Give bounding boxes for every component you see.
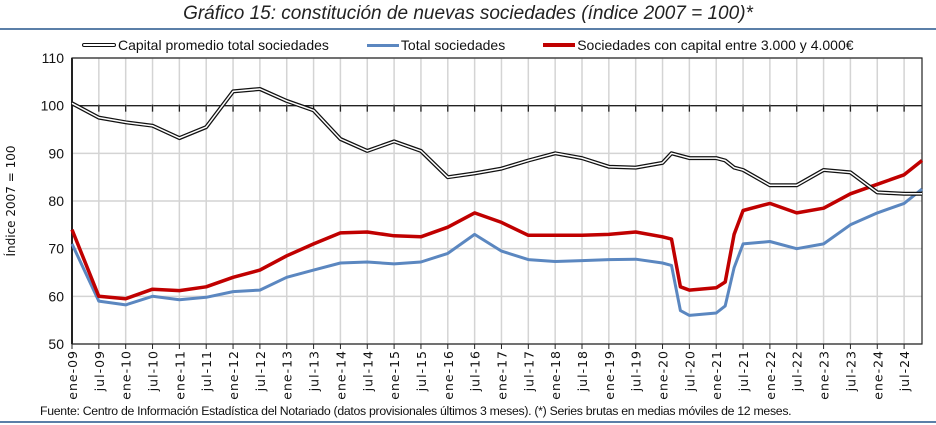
x-tick-label: ene-15 [387, 350, 402, 400]
x-tick-label: ene-19 [602, 350, 617, 400]
x-tick-label: jul-09 [92, 350, 107, 392]
bottom-divider [0, 421, 936, 423]
x-tick-label: ene-18 [548, 350, 563, 400]
x-tick-label: jul-19 [629, 350, 644, 392]
legend-label-capital: Capital promedio total sociedades [118, 37, 329, 53]
title-divider [0, 28, 936, 30]
x-tick-label: ene-14 [333, 350, 348, 400]
x-tick-label: jul-16 [468, 350, 483, 392]
y-axis-label: Índice 2007 = 100 [3, 145, 18, 256]
x-tick-label: ene-16 [441, 350, 456, 400]
legend-label-3000-4000: Sociedades con capital entre 3.000 y 4.0… [577, 37, 854, 53]
x-tick-label: ene-21 [709, 350, 724, 400]
legend-item-capital: Capital promedio total sociedades [82, 37, 329, 53]
y-tick-label: 100 [41, 98, 65, 114]
x-tick-label: jul-10 [146, 350, 161, 392]
y-tick-label: 70 [48, 241, 64, 257]
y-tick-label: 60 [48, 288, 64, 304]
x-tick-label: jul-13 [307, 350, 322, 392]
x-tick-label: jul-12 [253, 350, 268, 392]
x-tick-label: ene-24 [870, 350, 885, 400]
legend-swatch-capital [82, 43, 116, 47]
legend-swatch-3000-4000 [543, 43, 576, 47]
legend-label-total: Total sociedades [400, 37, 506, 53]
legend: Capital promedio total sociedades Total … [82, 37, 892, 53]
y-tick-label: 110 [42, 50, 65, 66]
x-tick-label: jul-17 [521, 350, 536, 392]
x-tick-label: jul-14 [360, 350, 375, 392]
series-line-total [70, 187, 923, 317]
x-tick-label: ene-10 [119, 350, 134, 400]
x-tick-label: jul-15 [414, 350, 429, 392]
x-tick-label: jul-11 [199, 350, 214, 392]
x-tick-label: ene-23 [817, 350, 832, 400]
y-tick-label: 50 [48, 336, 64, 352]
x-tick-label: ene-13 [280, 350, 295, 400]
x-tick-label: jul-24 [897, 350, 912, 392]
x-tick-label: ene-11 [172, 350, 187, 400]
x-tick-label: ene-20 [656, 350, 671, 400]
y-tick-label: 90 [48, 145, 64, 161]
x-tick-label: ene-22 [763, 350, 778, 400]
legend-item-3000-4000: Sociedades con capital entre 3.000 y 4.0… [543, 37, 854, 53]
series-line-capital-outline [71, 87, 922, 196]
legend-item-total: Total sociedades [366, 37, 506, 53]
x-tick-label: ene-09 [65, 350, 80, 400]
series-line-capital [71, 88, 922, 195]
series-line-3000-4000 [70, 159, 924, 301]
x-tick-label: jul-21 [736, 350, 751, 392]
source-footnote: Fuente: Centro de Información Estadístic… [40, 404, 792, 418]
x-tick-label: jul-22 [790, 350, 805, 392]
x-tick-label: jul-23 [843, 350, 858, 392]
x-tick-label: ene-12 [226, 350, 241, 400]
chart-title: Gráfico 15: constitución de nuevas socie… [183, 3, 753, 24]
x-tick-label: jul-18 [575, 350, 590, 392]
y-tick-label: 80 [48, 193, 64, 209]
x-tick-label: jul-20 [682, 350, 697, 392]
legend-swatch-total [366, 43, 399, 47]
x-tick-label: ene-17 [494, 350, 509, 400]
